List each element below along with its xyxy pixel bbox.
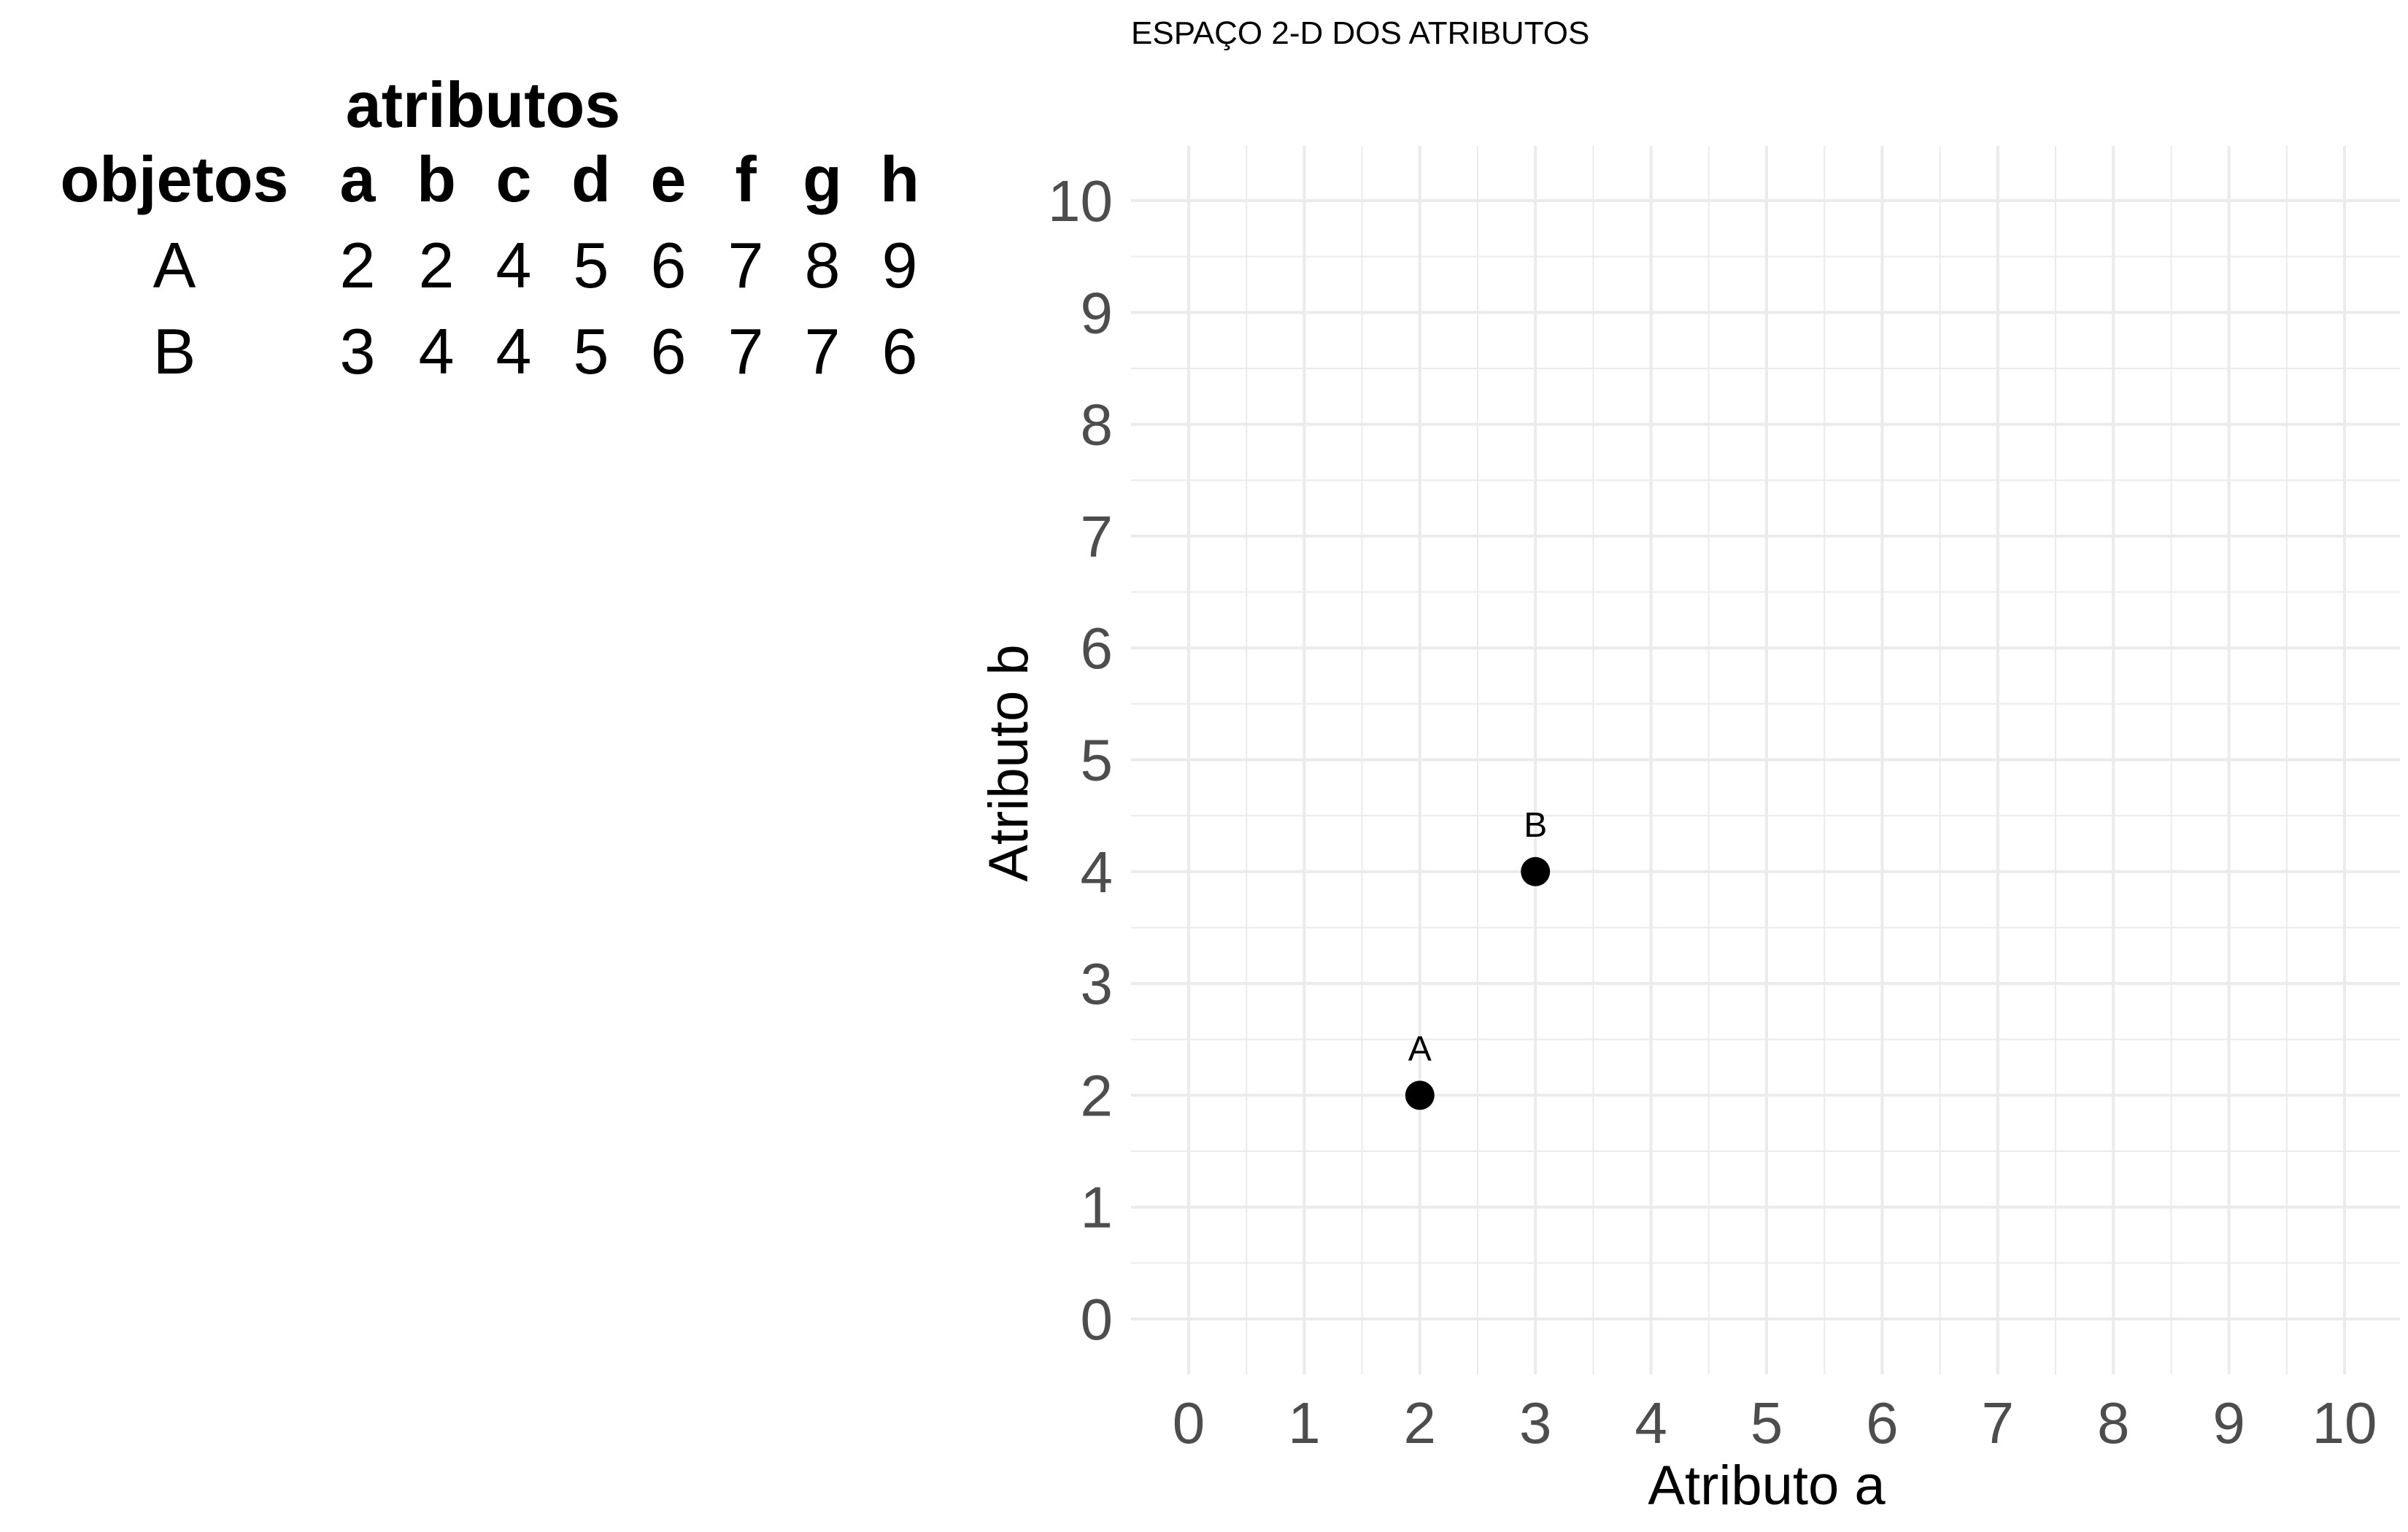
table-column-header: c: [496, 143, 532, 215]
y-tick-label: 8: [1081, 392, 1114, 457]
table-column-header: f: [735, 143, 757, 215]
table-cell: 6: [651, 315, 687, 387]
table-cell: 2: [419, 229, 455, 301]
table-column-header: b: [417, 143, 456, 215]
y-tick-label: 10: [1048, 169, 1113, 233]
y-tick-label: 5: [1081, 728, 1114, 793]
table-column-header: a: [340, 143, 377, 215]
table-row-header: objetos: [61, 143, 289, 215]
chart-title: ESPAÇO 2-D DOS ATRIBUTOS: [1131, 15, 1589, 51]
table-column-header: g: [803, 143, 842, 215]
x-tick-label: 9: [2212, 1390, 2245, 1455]
table-cell: 9: [882, 229, 918, 301]
row-label: A: [153, 229, 196, 301]
table-cell: 5: [574, 315, 609, 387]
table-column-header: h: [880, 143, 919, 215]
table-cell: 8: [805, 229, 841, 301]
row-label: B: [153, 315, 196, 387]
y-tick-label: 1: [1081, 1175, 1114, 1240]
x-tick-label: 4: [1635, 1390, 1667, 1455]
table-column-header: d: [571, 143, 611, 215]
y-axis-title: Atributo b: [978, 644, 1040, 881]
x-tick-label: 7: [1982, 1390, 2015, 1455]
table-cell: 3: [340, 315, 376, 387]
table-cell: 4: [496, 229, 532, 301]
x-tick-label: 2: [1404, 1390, 1437, 1455]
table-cell: 2: [340, 229, 376, 301]
y-tick-label: 7: [1081, 504, 1114, 569]
x-tick-label: 1: [1288, 1390, 1321, 1455]
point-label: A: [1408, 1029, 1432, 1068]
x-tick-label: 6: [1866, 1390, 1899, 1455]
x-tick-label: 5: [1751, 1390, 1783, 1455]
x-tick-label: 0: [1173, 1390, 1205, 1455]
table-cell: 7: [805, 315, 841, 387]
x-axis-title: Atributo a: [1648, 1455, 1886, 1517]
table-cell: 6: [651, 229, 687, 301]
table-group-header: atributos: [346, 69, 620, 141]
table-column-header: e: [651, 143, 687, 215]
y-tick-label: 0: [1081, 1287, 1114, 1352]
x-tick-label: 3: [1519, 1390, 1552, 1455]
y-tick-label: 4: [1081, 840, 1114, 905]
table-cell: 4: [419, 315, 455, 387]
point-label: B: [1524, 806, 1547, 845]
x-tick-label: 8: [2097, 1390, 2130, 1455]
table-cell: 7: [728, 315, 764, 387]
table-cell: 7: [728, 229, 764, 301]
y-tick-label: 9: [1081, 280, 1114, 345]
data-point: [1521, 856, 1551, 886]
table-cell: 6: [882, 315, 918, 387]
x-tick-label: 10: [2312, 1390, 2377, 1455]
table-cell: 5: [574, 229, 609, 301]
data-point: [1405, 1080, 1435, 1110]
y-tick-label: 2: [1081, 1063, 1114, 1128]
y-tick-label: 3: [1081, 951, 1114, 1016]
scatter-plot: 0 1 2 3 4 5 6 7 8 9 10 0 1 2 3 4 5 6 7 8 9 10 A B: [1048, 146, 2400, 1455]
y-tick-label: 6: [1081, 616, 1114, 681]
table-cell: 4: [496, 315, 532, 387]
